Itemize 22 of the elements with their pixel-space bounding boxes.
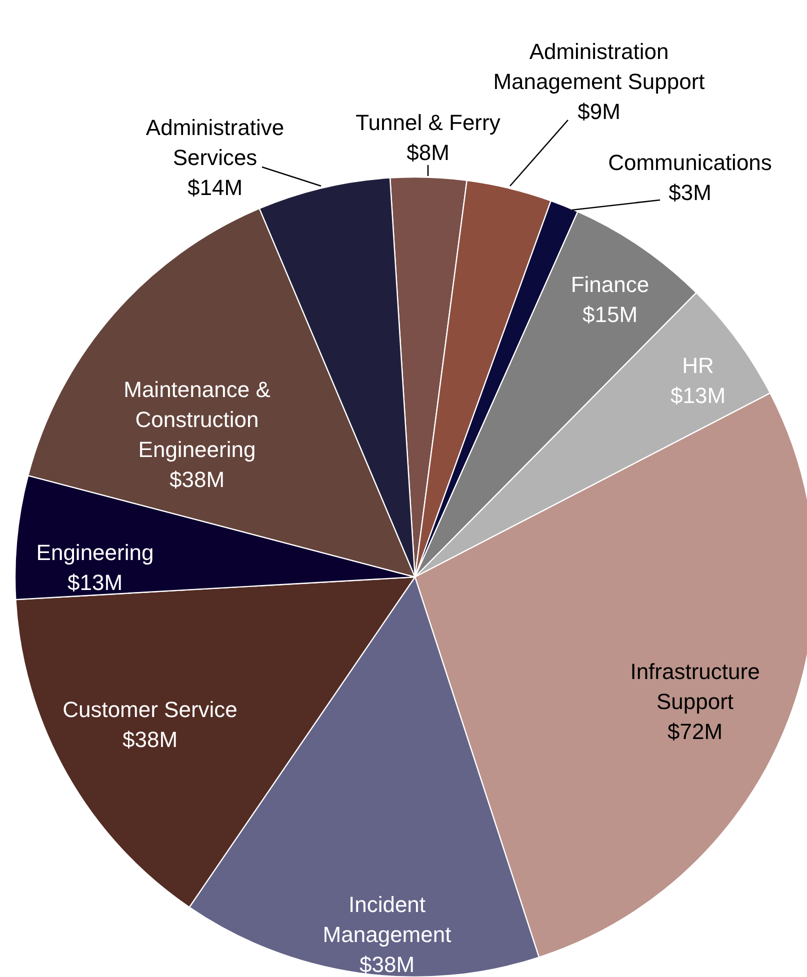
- slice-label: Finance: [570, 272, 650, 297]
- slice-label: Maintenance & Construction Engineering: [124, 377, 271, 462]
- data-label: $72M: [667, 719, 723, 744]
- slice-label: Customer Service: [62, 697, 238, 722]
- data-label: $9M: [578, 99, 620, 124]
- slice-label: Incident Management: [322, 892, 452, 947]
- data-label: $15M: [582, 302, 638, 327]
- slice-label: Engineering: [36, 540, 154, 565]
- data-label: $13M: [67, 570, 123, 595]
- data-label: $14M: [187, 175, 243, 200]
- slice-label: Tunnel & Ferry: [356, 110, 500, 135]
- data-label: $38M: [359, 952, 415, 977]
- slice-label: Communications: [608, 150, 772, 175]
- data-label: $13M: [670, 383, 726, 408]
- data-label: $3M: [668, 180, 712, 205]
- data-label: $8M: [406, 140, 450, 165]
- slice-label: HR: [682, 353, 714, 378]
- slice-label: Infrastructure Support: [630, 659, 760, 714]
- data-label: $38M: [122, 727, 178, 752]
- slice-label: Administration Management Support: [493, 39, 705, 94]
- data-label: $38M: [169, 467, 225, 492]
- slice-label: Administrative Services: [146, 115, 284, 170]
